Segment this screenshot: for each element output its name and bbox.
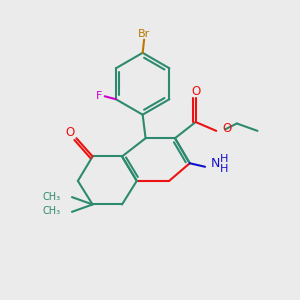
Text: O: O (65, 126, 74, 140)
Text: O: O (191, 85, 200, 98)
Text: H: H (220, 164, 229, 174)
Text: O: O (222, 122, 231, 135)
Text: CH₃: CH₃ (43, 191, 61, 202)
Text: N: N (210, 157, 220, 170)
Text: F: F (96, 91, 102, 101)
Text: H: H (220, 154, 229, 164)
Text: CH₃: CH₃ (43, 206, 61, 216)
Text: Br: Br (138, 29, 150, 39)
